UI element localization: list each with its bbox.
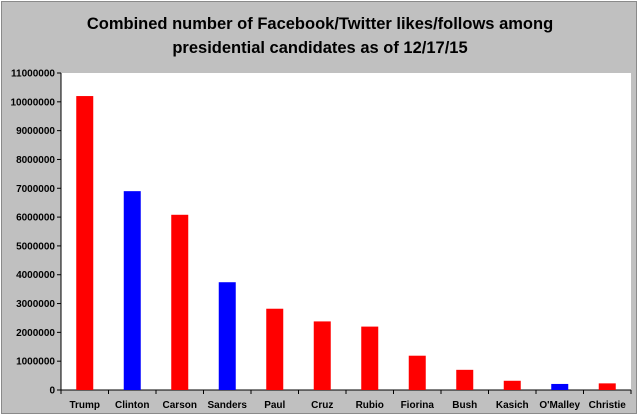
- y-tick-label: 8000000: [16, 155, 55, 166]
- bar: [551, 383, 569, 390]
- x-tick-label: Trump: [69, 400, 100, 411]
- x-tick-label: Sanders: [208, 400, 248, 411]
- bar: [361, 326, 379, 390]
- y-tick-label: 6000000: [16, 213, 55, 224]
- plot-area: [61, 73, 631, 390]
- y-tick-label: 9000000: [16, 126, 55, 137]
- y-tick-label: 1000000: [16, 357, 55, 368]
- bar: [171, 214, 189, 390]
- y-tick-label: 3000000: [16, 299, 55, 310]
- bar: [313, 321, 331, 390]
- bar: [408, 355, 426, 390]
- chart-title-line-1: Combined number of Facebook/Twitter like…: [86, 15, 554, 33]
- bar: [76, 96, 94, 391]
- bar: [503, 380, 521, 390]
- x-tick-label: Carson: [163, 400, 197, 411]
- x-tick-label: Clinton: [115, 400, 149, 411]
- x-tick-label: O'Malley: [539, 400, 580, 411]
- x-tick-label: Kasich: [496, 400, 529, 411]
- y-tick-label: 7000000: [16, 184, 55, 195]
- bar: [598, 383, 616, 390]
- y-tick-label: 10000000: [11, 97, 56, 108]
- x-tick-label: Rubio: [356, 400, 384, 411]
- bar: [266, 308, 284, 390]
- x-tick-label: Paul: [264, 400, 285, 411]
- y-tick-label: 4000000: [16, 270, 55, 281]
- chart-title: Combined number of Facebook/Twitter like…: [2, 12, 638, 60]
- y-tick-label: 2000000: [16, 328, 55, 339]
- x-tick-label: Bush: [452, 400, 477, 411]
- x-tick-label: Christie: [589, 400, 627, 411]
- x-tick-label: Cruz: [311, 400, 333, 411]
- y-tick-label: 0: [49, 386, 55, 397]
- x-tick-label: Fiorina: [401, 400, 435, 411]
- y-tick-label: 5000000: [16, 241, 55, 252]
- chart-title-line-2: presidential candidates as of 12/17/15: [172, 39, 468, 57]
- bar: [123, 191, 141, 390]
- y-tick-label: 11000000: [11, 69, 55, 80]
- bar: [218, 282, 236, 390]
- bar: [456, 369, 474, 390]
